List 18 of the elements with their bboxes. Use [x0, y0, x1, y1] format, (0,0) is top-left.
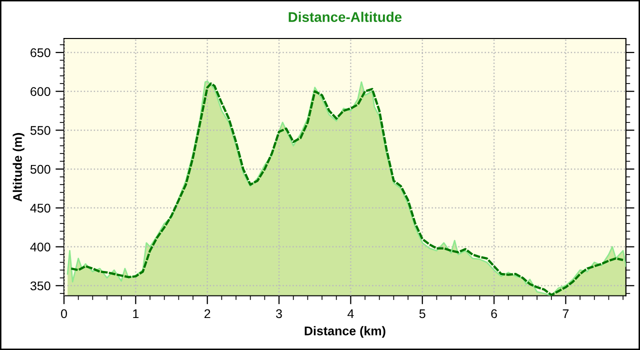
y-tick-label: 550	[30, 126, 50, 135]
x-tick-label: 1	[133, 309, 139, 318]
y-tick-label: 600	[30, 87, 50, 96]
chart-title: Distance-Altitude	[288, 12, 402, 22]
x-tick-label: 5	[419, 309, 426, 318]
x-axis-title: Distance (km)	[304, 326, 386, 338]
y-tick-label: 450	[30, 204, 50, 213]
x-tick-label: 0	[61, 309, 67, 318]
x-tick-label: 7	[562, 309, 569, 318]
x-tick-label: 3	[276, 309, 282, 318]
y-axis-title: Altitude (m)	[12, 133, 24, 202]
y-tick-label: 500	[30, 164, 50, 174]
x-tick-label: 2	[204, 309, 210, 318]
x-tick-label: 6	[491, 309, 497, 318]
y-tick-label: 650	[30, 48, 50, 58]
x-tick-label: 4	[348, 309, 354, 318]
y-tick-label: 400	[30, 242, 50, 252]
y-tick-label: 350	[30, 281, 50, 290]
